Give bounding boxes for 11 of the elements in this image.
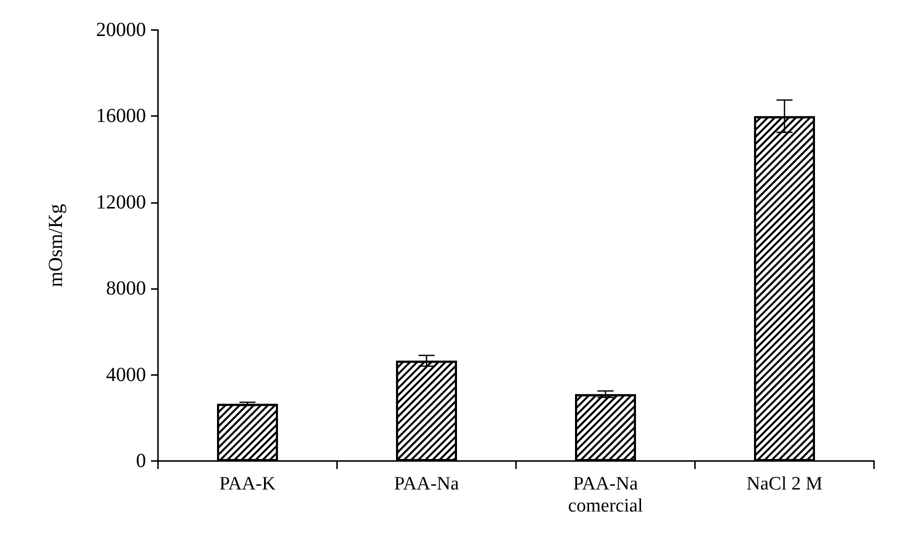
y-tick-label: 4000 bbox=[106, 364, 146, 386]
y-axis-title: mOsm/Kg bbox=[45, 204, 67, 288]
y-tick-label: 20000 bbox=[96, 19, 146, 41]
y-tick-label: 8000 bbox=[106, 278, 146, 300]
x-tick-label: PAA-Na comercial bbox=[568, 474, 643, 516]
x-tick-label: PAA-K bbox=[219, 474, 276, 494]
x-tick-label: NaCl 2 M bbox=[746, 474, 823, 494]
y-tick-label: 0 bbox=[136, 450, 146, 472]
y-tick-label: 12000 bbox=[96, 191, 146, 214]
y-tick-label: 16000 bbox=[96, 105, 146, 128]
x-tick-label: PAA-Na bbox=[394, 474, 460, 494]
